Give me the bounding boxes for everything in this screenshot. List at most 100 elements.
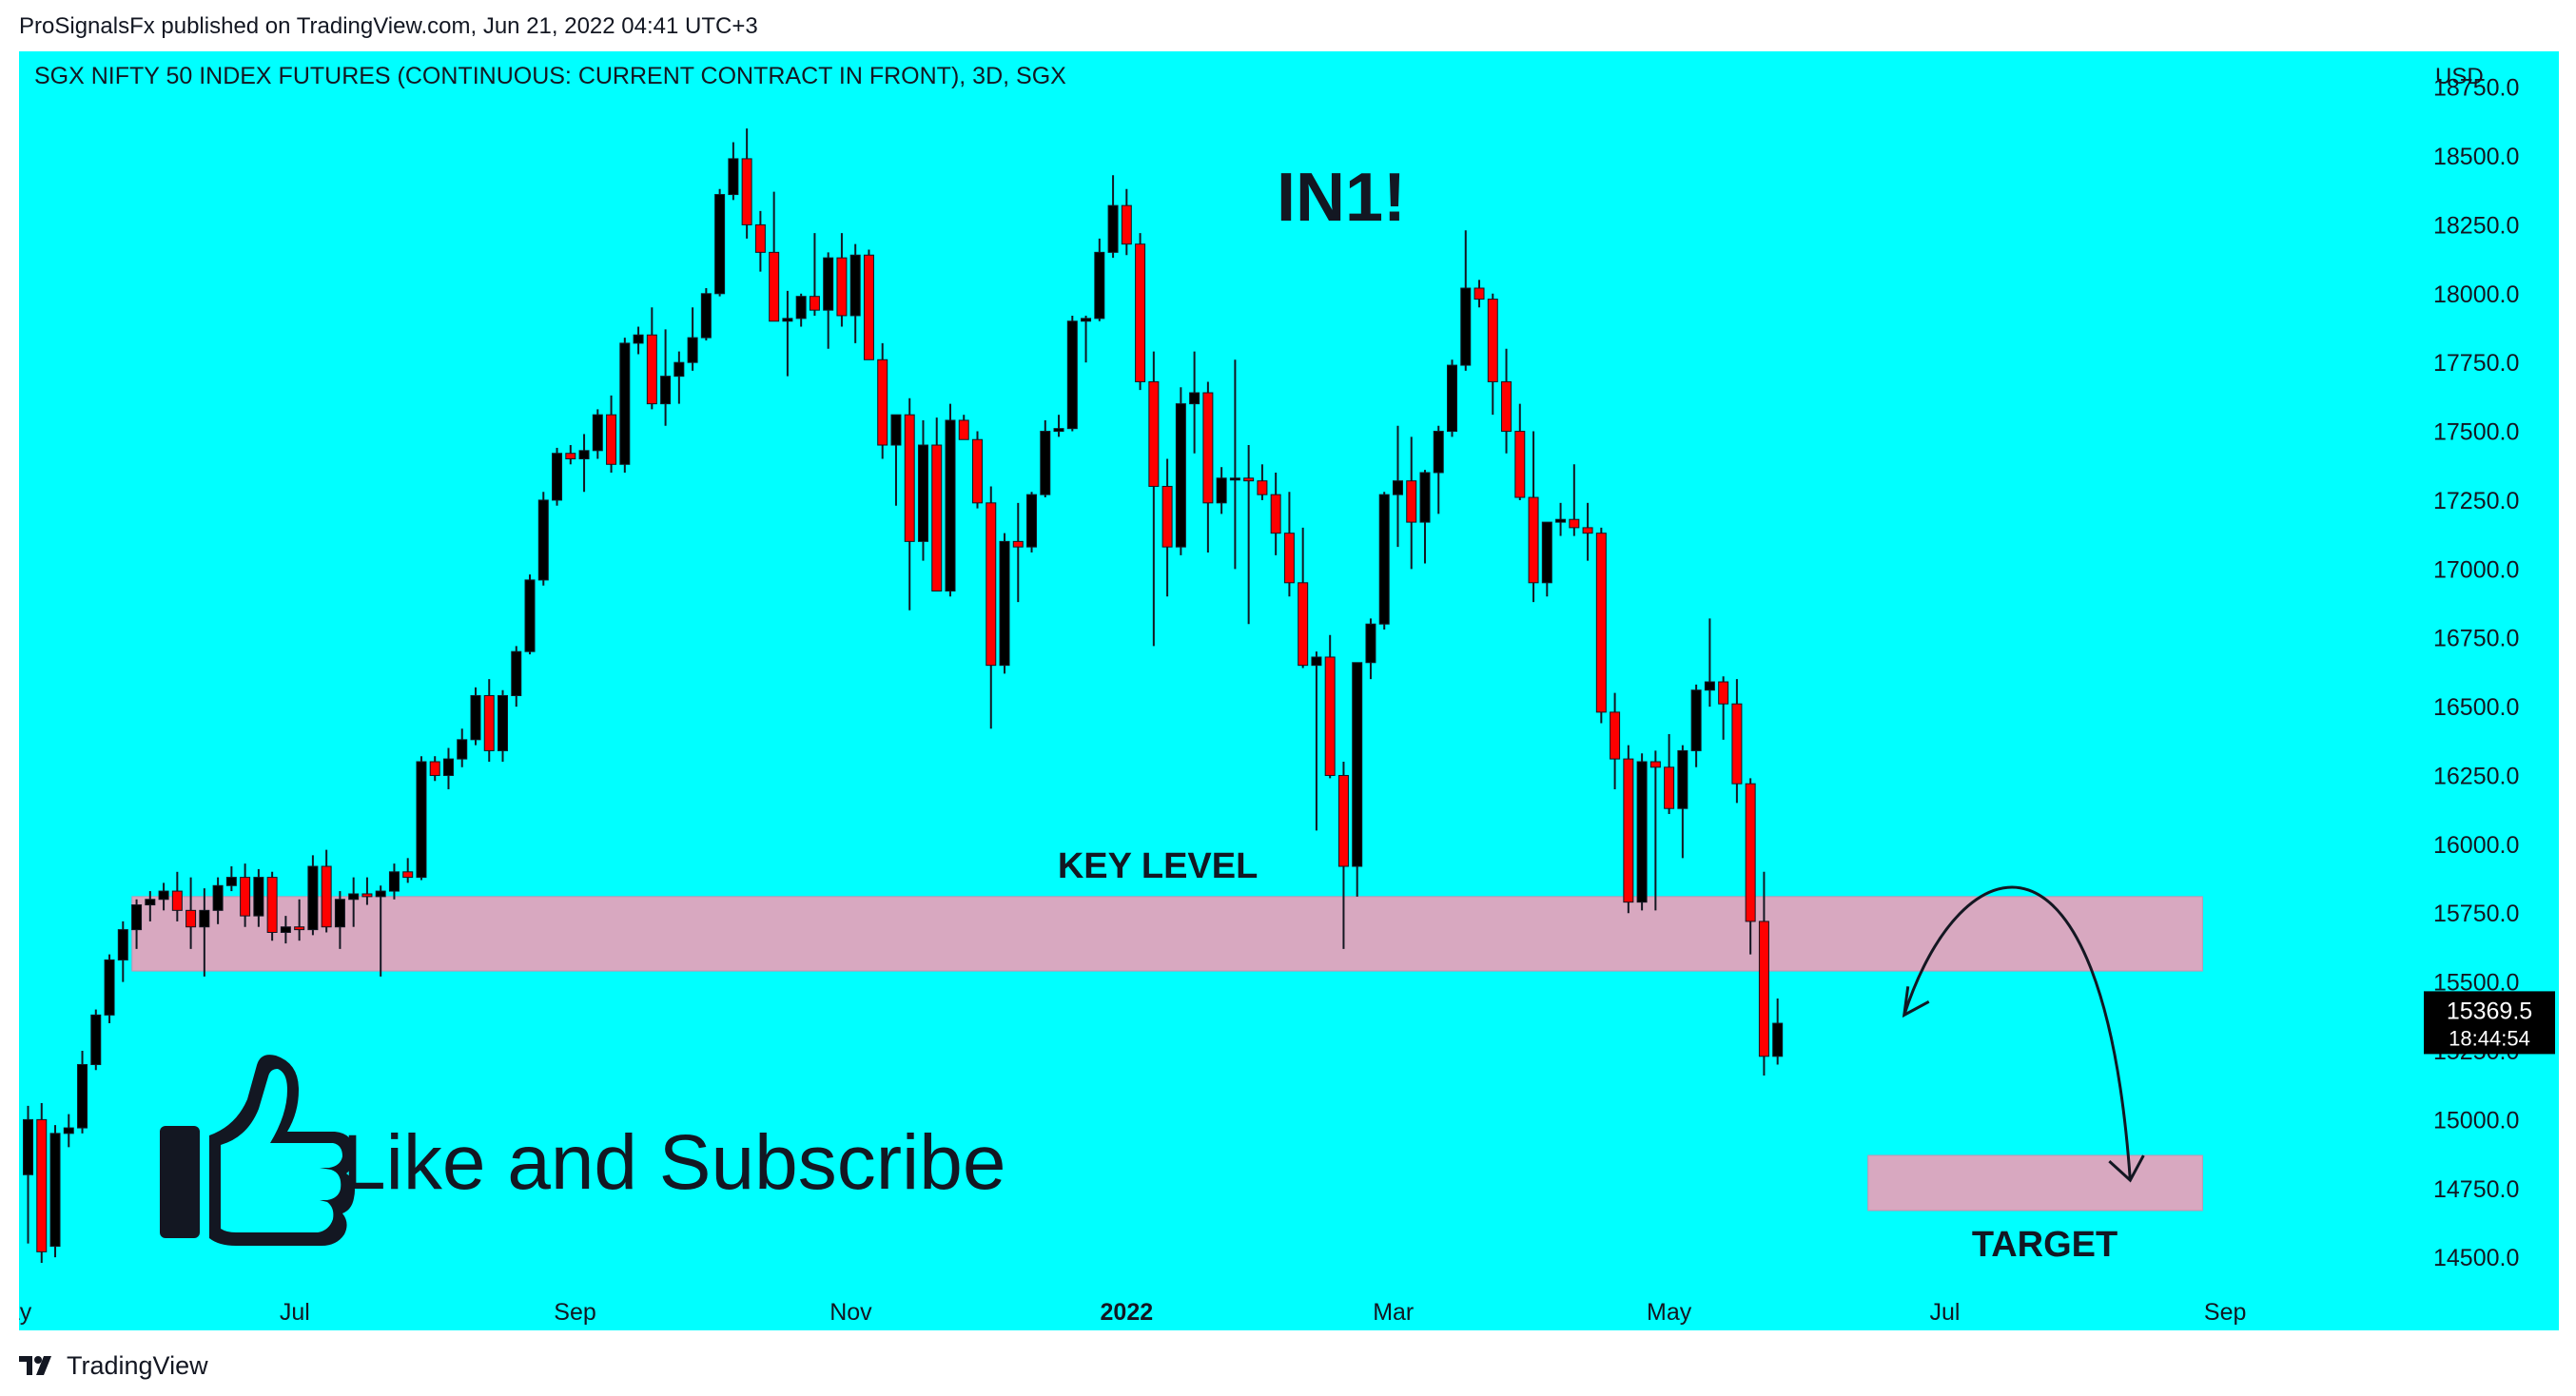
candle-body-95: [1311, 656, 1322, 667]
candle-body-33: [470, 695, 481, 741]
candle-body-99: [1365, 623, 1376, 664]
candle-body-110: [1514, 431, 1526, 498]
candle-body-59: [823, 257, 834, 311]
candle-body-39: [552, 453, 563, 501]
candle-body-117: [1610, 711, 1621, 760]
candle-body-48: [673, 361, 685, 378]
footer[interactable]: TradingView: [19, 1348, 208, 1383]
candle-body-92: [1270, 494, 1281, 534]
candle-body-96: [1324, 656, 1336, 776]
candle-body-98: [1352, 662, 1363, 867]
candle-body-58: [809, 296, 820, 311]
bar-countdown: 18:44:54: [2449, 1026, 2530, 1050]
candle-body-94: [1298, 582, 1309, 667]
candle-body-43: [606, 414, 617, 465]
candle-body-65: [904, 414, 915, 542]
x-tick-label-1: Jul: [280, 1299, 310, 1326]
candle-body-40: [565, 453, 576, 460]
candle-body-114: [1569, 518, 1580, 529]
candle-body-83: [1148, 380, 1160, 487]
candle-body-34: [483, 695, 495, 751]
candle-body-42: [592, 414, 603, 452]
candle-body-77: [1066, 320, 1078, 430]
y-tick-label-9: 16750.0: [2433, 626, 2519, 652]
projection-arrow-head: [2108, 1154, 2145, 1183]
candle-body-121: [1664, 766, 1675, 809]
overlay-layer: [1902, 885, 2145, 1183]
candle-body-60: [836, 257, 848, 317]
candle-body-26: [375, 890, 386, 898]
candle-body-52: [728, 158, 739, 196]
candle-body-62: [863, 254, 874, 360]
footer-brand: TradingView: [67, 1350, 208, 1380]
candle-body-1: [36, 1118, 48, 1252]
candle-body-15: [225, 877, 237, 886]
candle-body-101: [1392, 480, 1403, 495]
currency-label: USD: [2435, 64, 2484, 89]
y-tick-label-17: 18750.0: [2433, 75, 2519, 102]
candle-body-111: [1528, 496, 1539, 584]
candle-body-86: [1189, 392, 1200, 405]
candle-body-106: [1460, 287, 1472, 366]
candle-body-122: [1677, 749, 1688, 809]
candle-body-126: [1731, 703, 1743, 785]
candle-body-120: [1649, 761, 1661, 768]
candle-body-70: [972, 438, 984, 504]
candle-body-21: [307, 865, 319, 931]
candle-body-20: [294, 926, 305, 931]
candle-body-128: [1758, 921, 1769, 1057]
candle-body-100: [1378, 494, 1390, 625]
candle-body-51: [714, 194, 726, 295]
projection-arrow: [1903, 885, 2132, 1181]
candle-body-23: [334, 899, 345, 928]
candle-body-73: [1012, 540, 1024, 548]
candle-body-116: [1595, 533, 1607, 713]
zone-label-0: KEY LEVEL: [1058, 846, 1258, 886]
x-tick-label-5: Mar: [1373, 1299, 1414, 1326]
last-price-value: 15369.5: [2447, 998, 2532, 1024]
candle-body-125: [1718, 681, 1729, 705]
y-tick-label-2: 15000.0: [2433, 1107, 2519, 1134]
candle-body-13: [199, 909, 210, 928]
candle-body-49: [687, 337, 698, 363]
candle-body-18: [266, 877, 278, 934]
candle-body-89: [1229, 477, 1240, 481]
zones-layer: KEY LEVEL TARGET: [131, 846, 2203, 1265]
y-tick-label-11: 17250.0: [2433, 488, 2519, 514]
candle-body-35: [498, 695, 509, 751]
candle-body-4: [77, 1063, 88, 1129]
candle-body-9: [145, 899, 156, 906]
candle-body-28: [402, 871, 414, 879]
candle-body-93: [1283, 533, 1295, 584]
candle-body-115: [1582, 527, 1593, 534]
candle-body-6: [104, 959, 115, 1016]
x-tick-label-8: Sep: [2204, 1299, 2246, 1326]
candle-body-57: [795, 296, 807, 320]
candle-body-0: [23, 1118, 34, 1175]
y-tick-label-6: 16000.0: [2433, 832, 2519, 859]
candle-body-63: [877, 359, 888, 446]
candle-body-104: [1433, 431, 1444, 474]
candle-body-129: [1772, 1022, 1784, 1057]
candle-body-80: [1107, 204, 1119, 253]
candle-body-55: [769, 251, 780, 322]
y-tick-label-12: 17500.0: [2433, 419, 2519, 446]
x-tick-label-2: Sep: [554, 1299, 595, 1326]
candle-body-37: [524, 579, 536, 652]
x-tick-label-4: 2022: [1101, 1299, 1154, 1326]
candle-body-11: [171, 890, 183, 911]
candle-body-85: [1175, 403, 1186, 548]
candle-body-5: [90, 1014, 102, 1065]
candle-body-113: [1555, 518, 1567, 523]
y-tick-label-1: 14750.0: [2433, 1176, 2519, 1203]
chart-background: [19, 51, 2559, 1330]
candle-body-67: [931, 444, 943, 591]
candle-body-108: [1487, 299, 1498, 382]
candle-body-124: [1704, 681, 1715, 691]
candle-body-8: [131, 904, 143, 931]
x-tick-label-6: May: [1647, 1299, 1692, 1326]
candle-body-54: [754, 223, 766, 253]
candle-body-41: [578, 450, 590, 460]
